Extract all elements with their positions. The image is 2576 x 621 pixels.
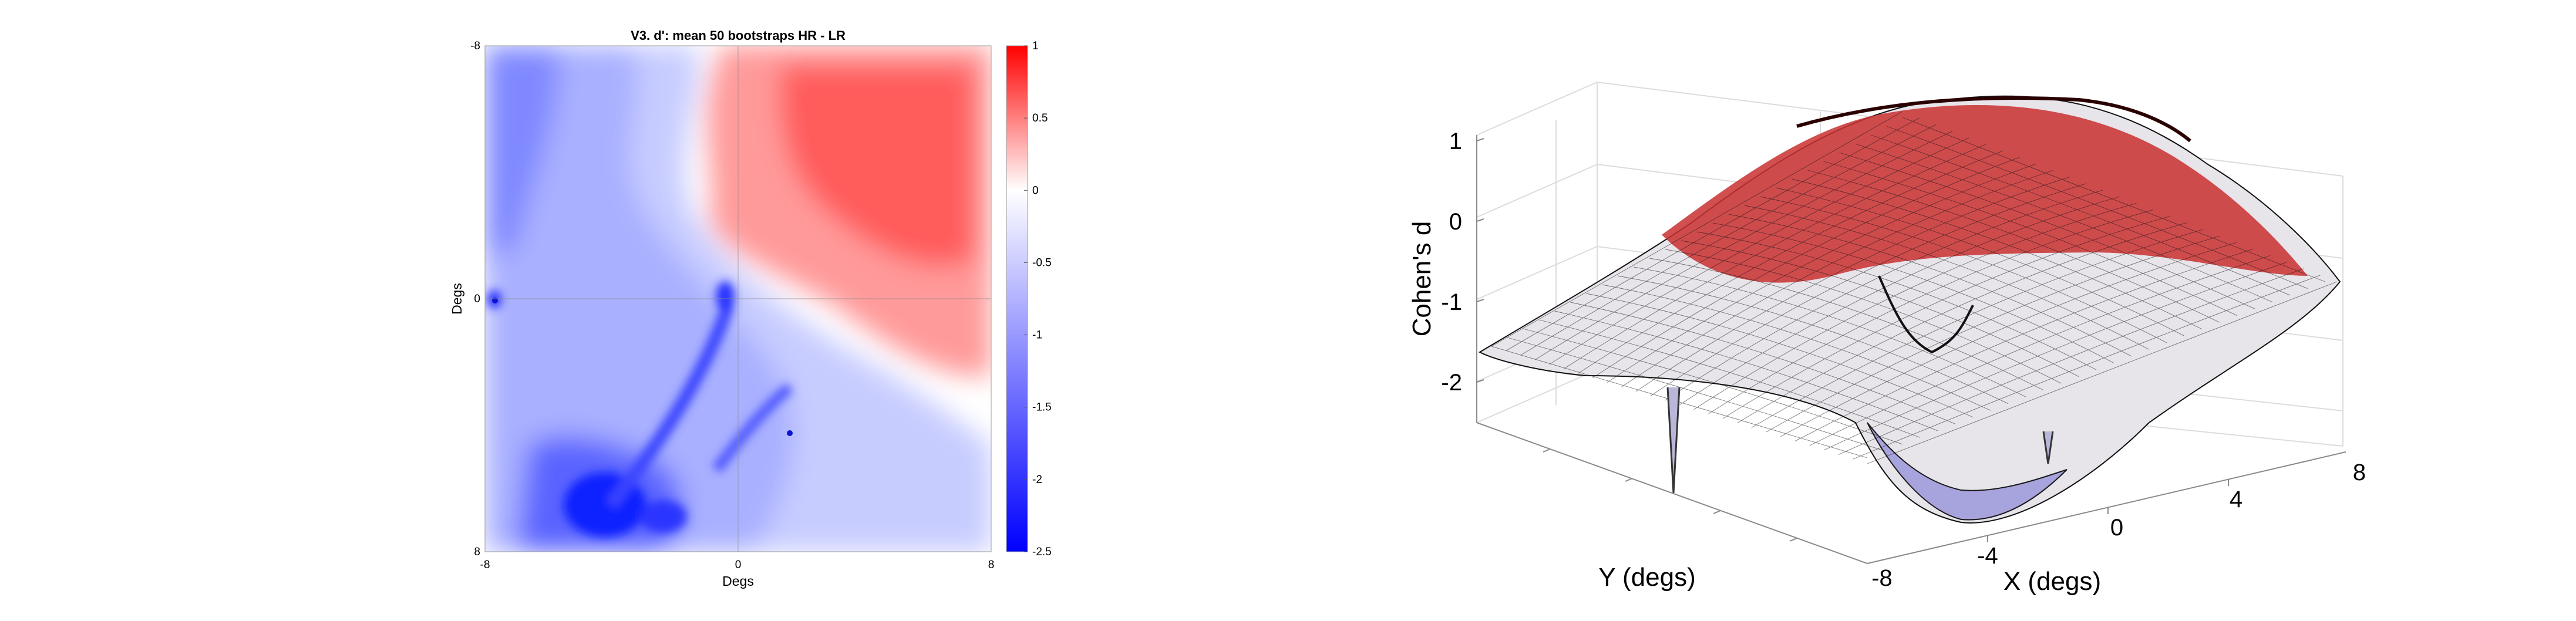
surface-mesh-line (1693, 203, 2137, 410)
colorbar: 1 0.5 0 -0.5 -1 -1.5 -2 -2.5 (1006, 40, 1052, 558)
surface-zlabel: Cohen's d (1407, 221, 1436, 337)
surface-mesh-line (1809, 255, 2271, 446)
surface-ztick-m2: -2 (1441, 370, 1462, 396)
surface-mesh-line (1507, 337, 1885, 451)
heatmap-ridge-2 (712, 383, 793, 473)
heatmap-ridge (605, 303, 735, 509)
heatmap-title: V3. d': mean 50 bootstraps HR - LR (631, 28, 846, 43)
surface-ztick-1: 1 (1449, 129, 1462, 154)
surface-mesh-line (1776, 187, 2185, 336)
surface-mesh-line (1855, 143, 2273, 303)
surface-xtick-0: 0 (2110, 515, 2123, 541)
surface-ztick-m1: -1 (1441, 289, 1462, 315)
heatmap-ytick-top: -8 (470, 40, 480, 52)
heatmap-xlabel: Degs (722, 573, 754, 589)
heatmap-xtick-mid: 0 (735, 559, 742, 571)
colorbar-tick-label: -2.5 (1032, 546, 1052, 558)
surface-mesh (1491, 111, 2338, 464)
colorbar-tick-label: 0 (1032, 184, 1039, 197)
colorbar-tick-label: -2 (1032, 474, 1042, 486)
heatmap-xtick-left: -8 (480, 559, 490, 571)
surface-spike-right (2042, 431, 2054, 464)
surface-mesh-line (1760, 196, 2167, 343)
surface-ztick-0: 0 (1449, 209, 1462, 235)
surface-mesh-line (1491, 111, 1903, 347)
surface-y-axis (1476, 422, 1868, 564)
colorbar-tick-label: -0.5 (1032, 256, 1052, 269)
heatmap-ylabel: Degs (449, 283, 464, 315)
surface-mesh-line (1823, 262, 2287, 451)
surface-mesh-line (1794, 248, 2254, 441)
surface-mesh-line (1737, 222, 2187, 424)
colorbar-gradient (1006, 45, 1028, 552)
heatmap-ytick-mid: 0 (474, 293, 480, 305)
surface-panel: 1 0 -1 -2 -4 0 4 8 -8 Cohen's d Y (degs)… (1407, 82, 2366, 596)
heatmap-positive-core (780, 65, 975, 266)
surface-mesh-line (1839, 152, 2255, 309)
surface-mesh-line (1871, 134, 2291, 296)
surface-x-axis (1867, 451, 2346, 564)
surface-mesh-line (1708, 209, 2154, 414)
surface-mesh-line (1592, 157, 2020, 379)
surface-mesh-line (1520, 124, 1937, 356)
surface-mesh-line (1621, 170, 2053, 387)
surface-mesh-line (1534, 131, 1953, 360)
surface-mesh-line (1681, 240, 2079, 377)
surface-mesh-line (1578, 150, 2003, 374)
surface-mesh-line (1780, 242, 2237, 437)
surface-fold (1878, 275, 1974, 354)
surface-mesh-line (1506, 117, 1920, 352)
surface-mesh-line (1744, 205, 2150, 350)
heatmap-image (485, 46, 991, 552)
surface-ylabel: Y (degs) (1598, 563, 1696, 592)
surface-mesh-line (1696, 231, 2097, 370)
surface-xlabel: X (degs) (2003, 567, 2101, 596)
surface-mesh-line (1679, 196, 2120, 406)
surface-mesh-line (1607, 163, 2036, 383)
heatmap-panel: V3. d': mean 50 bootstraps HR - LR (449, 28, 1052, 589)
surface-mesh-line (1853, 275, 2321, 460)
surface-top-ridge (1796, 96, 2191, 143)
surface-mesh-line (1563, 144, 1986, 369)
surface-mesh-line (1635, 177, 2070, 392)
heatmap-lobe-right (640, 500, 687, 533)
colorbar-tick-label: 1 (1032, 40, 1039, 52)
surface-red-cap (1662, 104, 2308, 283)
colorbar-tick-label: -1 (1032, 329, 1042, 342)
heatmap-axes-box (484, 45, 992, 552)
surface-mesh-line (1838, 268, 2304, 455)
surface-mesh-line (1665, 190, 2103, 401)
surface-mesh-line (1523, 328, 1903, 445)
heatmap-negative-region-left (485, 46, 559, 258)
surface-mesh-line (1665, 249, 2062, 384)
surface-mesh-line (1538, 319, 1921, 438)
heatmap-ytick-bottom: 8 (474, 546, 480, 558)
surface-mesh-line (1751, 229, 2204, 428)
surface-z-ticks (1476, 138, 1484, 383)
surface-mesh-line (1650, 183, 2087, 396)
surface-x-ticks (1987, 479, 2229, 542)
surface-mesh-line (1886, 126, 2308, 289)
surface-mesh-line (1728, 214, 2132, 357)
surface-mesh-line (1549, 137, 1970, 365)
surface-xtick-m4: -4 (1977, 543, 1998, 569)
surface-xtick-4: 4 (2230, 487, 2242, 512)
surface-spike-left (1666, 387, 1681, 494)
surface-mesh-line (1722, 216, 2170, 419)
surface-mesh-line (1867, 281, 2338, 464)
colorbar-tick-label: -1.5 (1032, 401, 1052, 414)
surface-xtick-8: 8 (2353, 460, 2366, 485)
surface-mesh-line (1766, 235, 2220, 433)
heatmap-spot-1 (787, 430, 793, 436)
colorbar-tick-label: 0.5 (1032, 112, 1048, 124)
heatmap-lobe-center (716, 281, 735, 312)
surface-blue-dip (1867, 422, 2067, 521)
heatmap-xtick-right: 8 (988, 559, 995, 571)
surface-y-ticks (1543, 448, 1797, 542)
surface-ytick-m8: -8 (1871, 565, 1893, 591)
